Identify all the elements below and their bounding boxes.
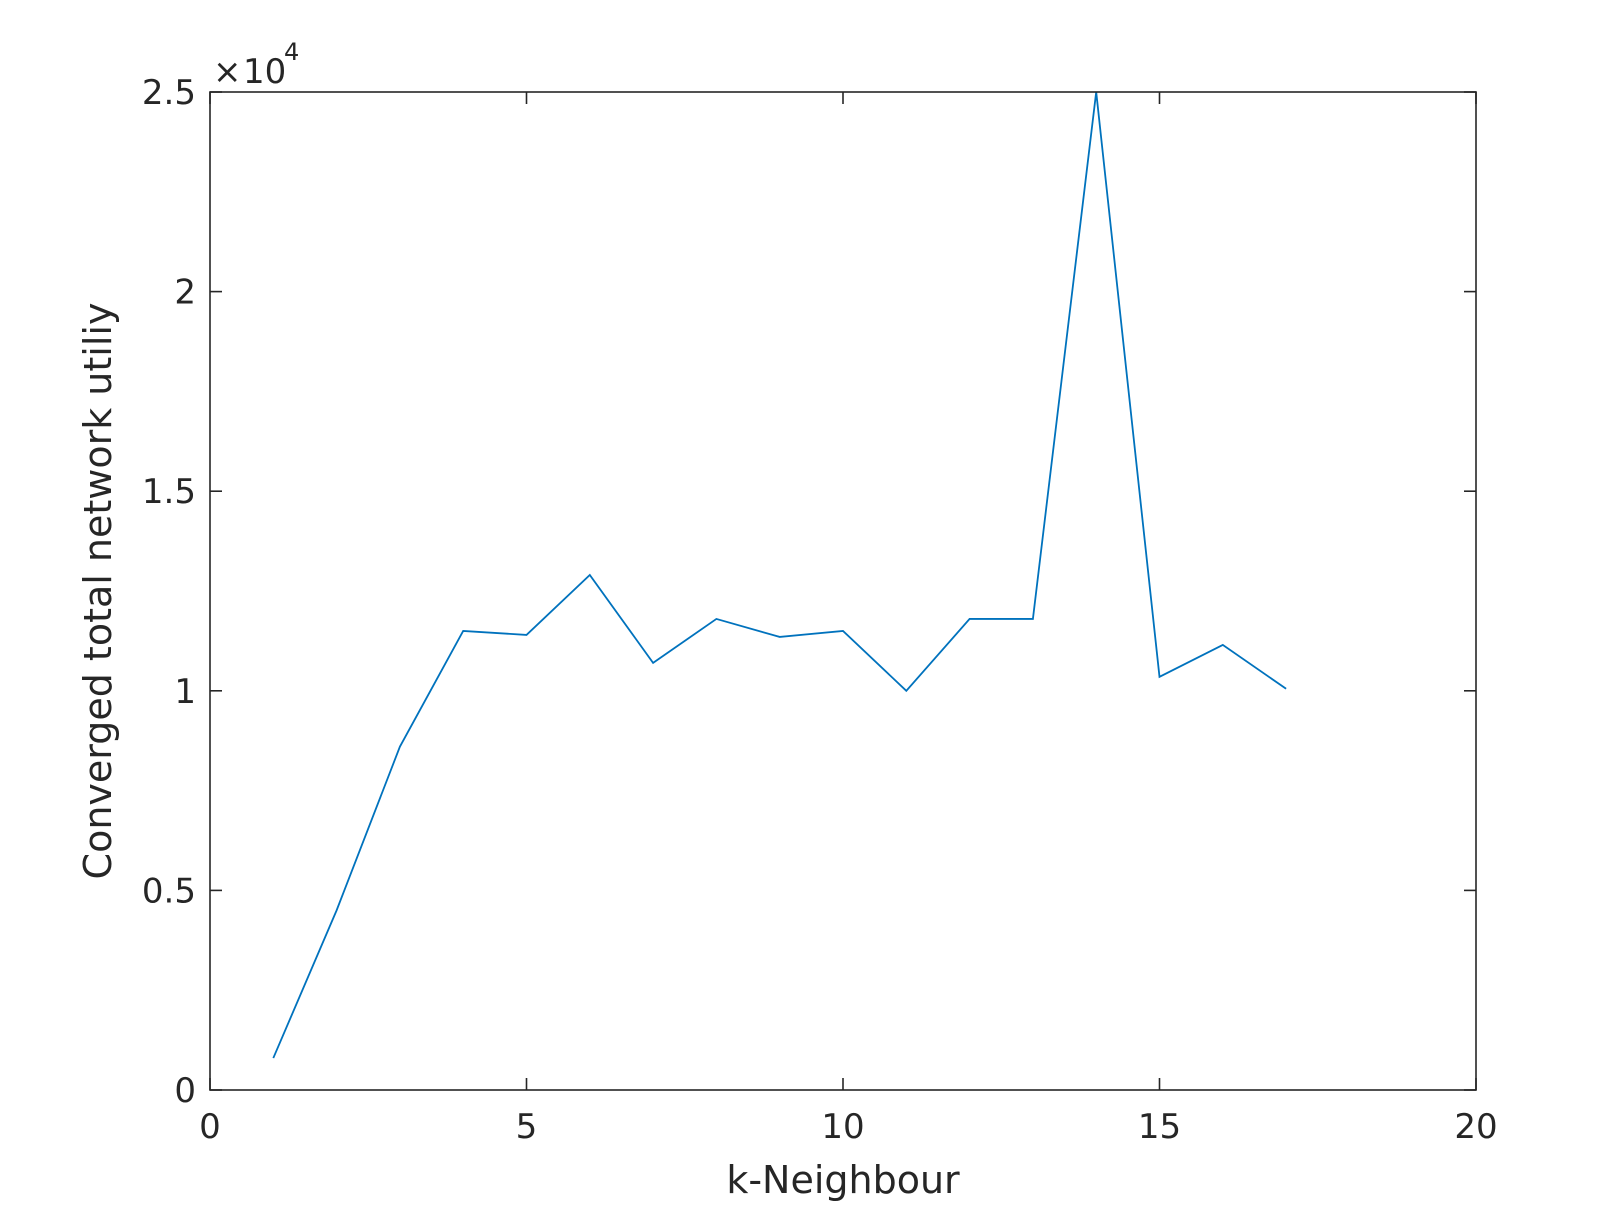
x-tick-label: 10 xyxy=(821,1107,864,1147)
y-tick-label: 0 xyxy=(174,1071,196,1111)
y-exponent-power: 4 xyxy=(284,38,299,66)
x-tick-labels: 0 5 10 15 20 xyxy=(199,1107,1497,1147)
y-exponent-times: × xyxy=(213,52,242,92)
plot-area-background xyxy=(210,92,1476,1090)
axes-box xyxy=(209,91,1477,1091)
x-tick-label: 5 xyxy=(516,1107,538,1147)
y-tick-label: 2 xyxy=(174,273,196,313)
y-tick-label: 1 xyxy=(174,672,196,712)
y-tick-labels: 0 0.5 1 1.5 2 2.5 xyxy=(142,73,196,1111)
x-tick-label: 15 xyxy=(1138,1107,1181,1147)
y-tick-label: 0.5 xyxy=(142,871,196,911)
x-tick-label: 20 xyxy=(1454,1107,1497,1147)
x-tick-label: 0 xyxy=(199,1107,221,1147)
y-axis-label: Converged total network utiliy xyxy=(76,303,120,880)
y-tick-label: 2.5 xyxy=(142,73,196,113)
y-exponent-base: 10 xyxy=(243,52,286,92)
x-axis-label: k-Neighbour xyxy=(726,1158,960,1202)
y-tick-label: 1.5 xyxy=(142,472,196,512)
